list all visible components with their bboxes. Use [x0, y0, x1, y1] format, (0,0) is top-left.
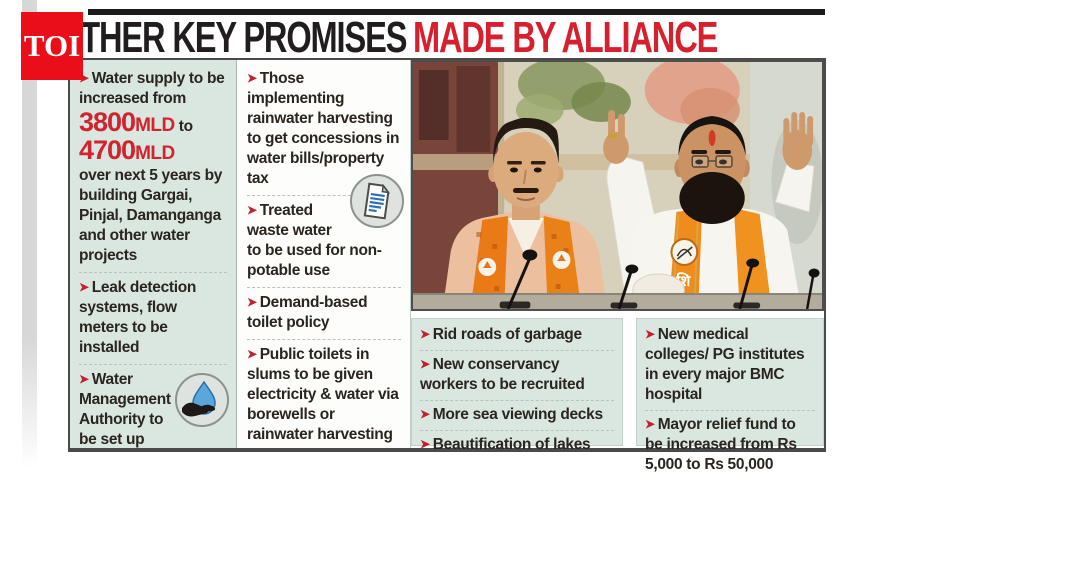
bullet-arrow-icon: ➤ [79, 372, 89, 386]
beard [679, 172, 745, 224]
list-item: ➤ Demand-based toilet policy [247, 287, 401, 339]
list-item: ➤ Leak detection systems, flow meters to … [79, 272, 227, 364]
headline-red: MADE BY ALLIANCE [412, 13, 718, 62]
promise-text: Treated waste water to be used for non-p… [247, 202, 382, 279]
glasses-icon [691, 155, 733, 168]
list-item: ➤ New conservancy workers to be recruited [420, 350, 614, 400]
headline: OTHER KEY PROMISES MADE BY ALLIANCE [56, 13, 718, 63]
list-item: ➤ More sea viewing decks [420, 400, 614, 430]
list-item: ➤ New medical colleges/ PG institutes in … [645, 321, 815, 410]
connector-text: to [178, 118, 193, 135]
promise-text: Water supply to be increased from [79, 70, 225, 107]
party-badge [670, 238, 699, 266]
bullet-arrow-icon: ➤ [420, 407, 430, 421]
promise-text: Water Management Authority to be set up [79, 371, 171, 448]
promise-text: over next 5 years by building Gargai, Pi… [79, 167, 223, 264]
unit-to: MLD [135, 143, 175, 164]
promise-text: New conservancy workers to be recruited [420, 356, 585, 393]
column-health-promises: ➤ New medical colleges/ PG institutes in … [636, 318, 824, 473]
promise-text: Those implementing rainwater harvesting … [247, 70, 400, 187]
toi-logo: TOI [21, 12, 83, 80]
value-to: 4700 [79, 135, 136, 165]
figure-fadnavis: B [442, 117, 608, 309]
list-item: ➤ Mayor relief fund to be increased from … [645, 410, 815, 480]
treated-water-document-icon [349, 173, 405, 235]
infographic-panel: ➤ Water supply to be increased from 3800M… [68, 58, 826, 473]
list-item: ➤ Water supply to be increased from 3800M… [79, 64, 227, 272]
bullet-arrow-icon: ➤ [247, 71, 257, 85]
microphone-icons [499, 249, 820, 309]
alliance-press-photo: B [411, 60, 824, 311]
left-gray-strip [22, 0, 37, 468]
column-sanitation: ➤ Those implementing rainwater harvesting… [238, 60, 411, 448]
promise-text: Beautification of lakes [432, 436, 591, 453]
list-item: ➤ Rid roads of garbage [420, 321, 614, 350]
pointing-hand [603, 132, 629, 164]
water-management-icon [174, 372, 230, 434]
mustache [513, 188, 539, 193]
bullet-arrow-icon: ➤ [645, 327, 655, 341]
value-from: 3800 [79, 107, 136, 137]
unit-from: MLD [135, 115, 175, 136]
list-item: ➤ Those implementing rainwater harvesting… [247, 64, 401, 195]
promise-text: Public toilets in slums to be given elec… [247, 346, 399, 443]
bullet-arrow-icon: ➤ [79, 280, 89, 294]
column-civic-promises: ➤ Rid roads of garbage ➤ New conservancy w… [411, 318, 623, 453]
bullet-arrow-icon: ➤ [420, 437, 430, 451]
promise-text: Demand-based toilet policy [247, 294, 368, 331]
toi-logo-text: TOI [23, 28, 81, 63]
water-value-from: 3800MLD to [79, 109, 227, 137]
bullet-arrow-icon: ➤ [79, 71, 89, 85]
promise-text: New medical colleges/ PG institutes in e… [645, 326, 805, 403]
headline-black: OTHER KEY PROMISES [56, 13, 407, 62]
hand-shape [182, 402, 209, 417]
list-item: ➤ Public toilets in slums to be given ele… [247, 339, 401, 451]
bullet-arrow-icon: ➤ [247, 203, 257, 217]
promise-text: Mayor relief fund to be increased from R… [645, 416, 797, 473]
list-item: ➤ Water Management Authority to be set up [79, 364, 230, 456]
open-palm-hand [782, 130, 813, 170]
bullet-arrow-icon: ➤ [645, 417, 655, 431]
promise-text: More sea viewing decks [432, 406, 603, 423]
tilak-mark [708, 130, 716, 146]
column-water-supply: ➤ Water supply to be increased from 3800M… [70, 60, 237, 448]
bullet-arrow-icon: ➤ [247, 347, 257, 361]
list-item: ➤ Treated waste water to be used for non-… [247, 174, 404, 287]
promise-text: Leak detection systems, flow meters to b… [79, 279, 197, 356]
promise-text: Rid roads of garbage [432, 326, 582, 343]
hair [678, 116, 746, 156]
press-table [413, 249, 822, 309]
bullet-arrow-icon: ➤ [420, 357, 430, 371]
hair [493, 117, 559, 164]
bullet-arrow-icon: ➤ [420, 327, 430, 341]
list-item: ➤ Beautification of lakes [420, 430, 614, 460]
water-value-to: 4700MLD [79, 137, 227, 165]
bullet-arrow-icon: ➤ [247, 295, 257, 309]
header-top-bar [88, 9, 825, 15]
